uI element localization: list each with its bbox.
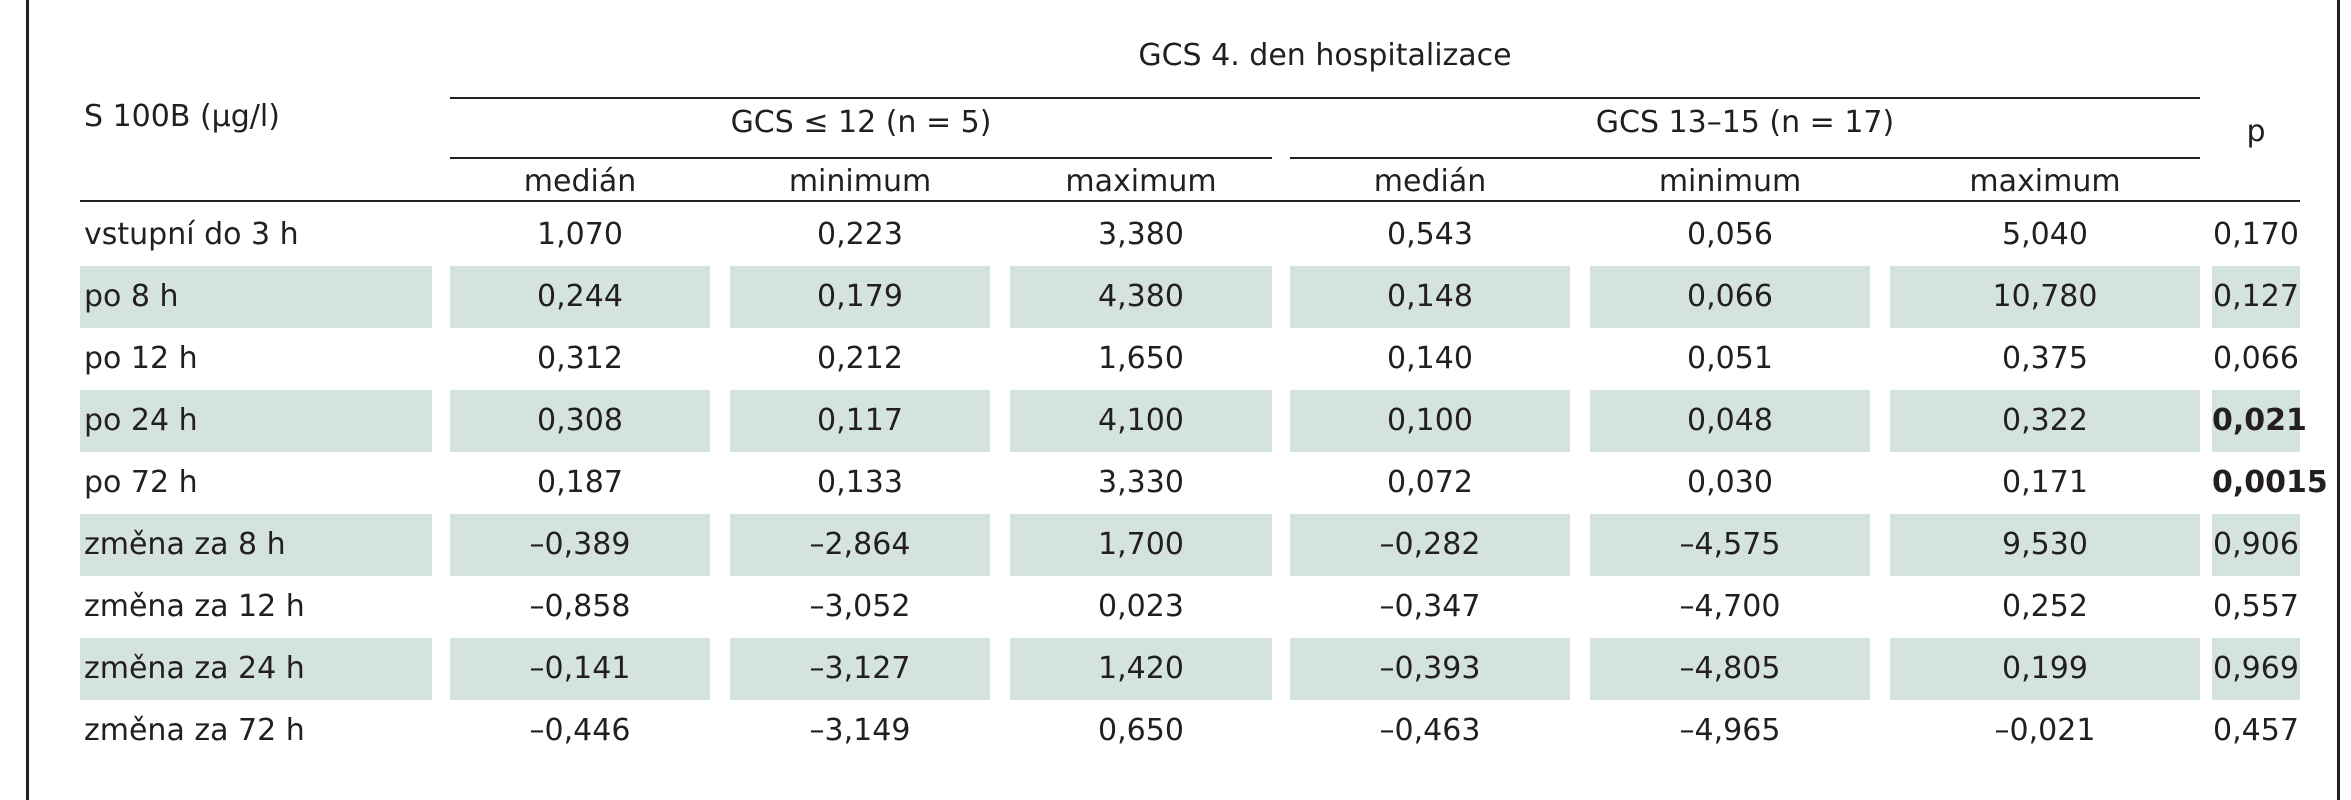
cell-minimum-low: –3,149: [809, 713, 911, 748]
cell-median-high: –0,282: [1290, 514, 1570, 576]
cell-median-high: 0,140: [1387, 341, 1473, 376]
subgroup-header-low: GCS ≤ 12 (n = 5): [730, 105, 992, 140]
cell-maximum-low: 1,420: [1010, 638, 1272, 700]
table-row: po 24 h 0,308 0,117 4,100 0,100 0,048 0,322 0,0…: [80, 390, 2307, 452]
cell-minimum-low: 0,179: [730, 266, 990, 328]
cell-maximum-high: 9,530: [1890, 514, 2200, 576]
cell-maximum-high: 0,322: [1890, 390, 2200, 452]
table-row: po 72 h 0,187 0,133 3,330 0,072 0,030 0,171 0,0…: [80, 452, 2328, 514]
cell-median-high: –0,347: [1379, 589, 1481, 624]
cell-median-low: 0,244: [450, 266, 710, 328]
cell-minimum-high: –4,575: [1590, 514, 1870, 576]
stat-header-maximum-low: maximum: [1065, 164, 1217, 199]
cell-minimum-low: –2,864: [730, 514, 990, 576]
group-header-rule: [450, 97, 2200, 99]
cell-median-low: 0,187: [537, 465, 623, 500]
cell-maximum-low: 3,330: [1098, 465, 1184, 500]
table-row: změna za 12 h –0,858 –3,052 0,023 –0,347 –4,7…: [80, 576, 2300, 638]
row-label: změna za 24 h: [80, 638, 432, 700]
cell-median-low: 1,070: [537, 217, 623, 252]
group-header: GCS 4. den hospitalizace: [1138, 38, 1512, 73]
stat-header-maximum-high: maximum: [1969, 164, 2121, 199]
cell-minimum-low: 0,133: [817, 465, 903, 500]
row-label: změna za 8 h: [80, 514, 432, 576]
p-header: p: [2246, 114, 2266, 149]
cell-median-high: 0,543: [1387, 217, 1473, 252]
cell-maximum-high: 0,252: [2002, 589, 2088, 624]
cell-median-high: –0,463: [1379, 713, 1481, 748]
table-row: změna za 24 h –0,141 –3,127 1,420 –0,393 –4,8…: [80, 638, 2300, 700]
cell-minimum-low: –3,052: [809, 589, 911, 624]
cell-maximum-low: 4,100: [1010, 390, 1272, 452]
cell-median-high: –0,393: [1290, 638, 1570, 700]
page-border-left: [26, 0, 29, 800]
cell-maximum-high: 0,375: [2002, 341, 2088, 376]
cell-maximum-high: 0,171: [2002, 465, 2088, 500]
subgroup-header-high: GCS 13–15 (n = 17): [1595, 105, 1895, 140]
cell-maximum-low: 4,380: [1010, 266, 1272, 328]
cell-maximum-high: –0,021: [1994, 713, 2096, 748]
cell-median-low: –0,141: [450, 638, 710, 700]
cell-median-low: –0,446: [529, 713, 631, 748]
cell-median-low: –0,389: [450, 514, 710, 576]
cell-maximum-high: 5,040: [2002, 217, 2088, 252]
page-border-right: [2337, 0, 2340, 800]
subgroup-header-rule-low: [450, 157, 1272, 159]
stat-header-minimum-low: minimum: [788, 164, 932, 199]
subgroup-header-rule-high: [1290, 157, 2200, 159]
cell-minimum-low: 0,212: [817, 341, 903, 376]
cell-maximum-low: 0,023: [1098, 589, 1184, 624]
row-label: změna za 12 h: [84, 589, 305, 624]
cell-maximum-low: 3,380: [1098, 217, 1184, 252]
cell-p-value: 0,170: [2213, 217, 2299, 252]
cell-maximum-low: 1,700: [1010, 514, 1272, 576]
row-label: po 12 h: [84, 341, 198, 376]
row-label: po 72 h: [84, 465, 198, 500]
stat-header-median-high: medián: [1373, 164, 1487, 199]
cell-median-low: 0,312: [537, 341, 623, 376]
cell-median-low: –0,858: [529, 589, 631, 624]
cell-median-high: 0,148: [1290, 266, 1570, 328]
cell-median-low: 0,308: [450, 390, 710, 452]
header-bottom-rule: [80, 200, 2300, 202]
stat-header-minimum-high: minimum: [1658, 164, 1802, 199]
cell-minimum-high: 0,051: [1687, 341, 1773, 376]
cell-minimum-high: 0,066: [1590, 266, 1870, 328]
cell-median-high: 0,100: [1290, 390, 1570, 452]
cell-minimum-high: 0,048: [1590, 390, 1870, 452]
row-label: po 8 h: [80, 266, 432, 328]
cell-minimum-high: –4,700: [1679, 589, 1781, 624]
row-label: vstupní do 3 h: [84, 217, 299, 252]
cell-p-value: 0,021: [2212, 390, 2307, 452]
cell-maximum-low: 0,650: [1098, 713, 1184, 748]
cell-maximum-high: 0,199: [1890, 638, 2200, 700]
results-table: S 100B (µg/l) GCS 4. den hospitalizace G…: [80, 38, 2328, 800]
cell-minimum-high: –4,965: [1679, 713, 1781, 748]
cell-p-value: 0,557: [2213, 589, 2299, 624]
cell-median-high: 0,072: [1387, 465, 1473, 500]
table-row: vstupní do 3 h 1,070 0,223 3,380 0,543 0,056 5…: [80, 204, 2300, 266]
cell-p-value: 0,066: [2213, 341, 2299, 376]
cell-maximum-low: 1,650: [1098, 341, 1184, 376]
cell-minimum-high: –4,805: [1590, 638, 1870, 700]
stat-header-median-low: medián: [523, 164, 637, 199]
row-header: S 100B (µg/l): [84, 99, 280, 134]
cell-minimum-low: 0,117: [730, 390, 990, 452]
row-label: změna za 72 h: [84, 713, 305, 748]
cell-p-value: 0,0015: [2212, 465, 2328, 500]
cell-minimum-high: 0,056: [1687, 217, 1773, 252]
table-row: po 12 h 0,312 0,212 1,650 0,140 0,051 0,375 0,0…: [80, 328, 2300, 390]
cell-minimum-low: 0,223: [817, 217, 903, 252]
cell-p-value: 0,457: [2213, 713, 2299, 748]
cell-minimum-low: –3,127: [730, 638, 990, 700]
cell-p-value: 0,969: [2212, 638, 2300, 700]
table-row: změna za 8 h –0,389 –2,864 1,700 –0,282 –4,57…: [80, 514, 2300, 576]
cell-p-value: 0,127: [2212, 266, 2300, 328]
table-row: po 8 h 0,244 0,179 4,380 0,148 0,066 10,780 0,1…: [80, 266, 2300, 328]
table-row: změna za 72 h –0,446 –3,149 0,650 –0,463 –4,9…: [80, 700, 2300, 762]
cell-minimum-high: 0,030: [1687, 465, 1773, 500]
cell-maximum-high: 10,780: [1890, 266, 2200, 328]
row-label: po 24 h: [80, 390, 432, 452]
cell-p-value: 0,906: [2212, 514, 2300, 576]
